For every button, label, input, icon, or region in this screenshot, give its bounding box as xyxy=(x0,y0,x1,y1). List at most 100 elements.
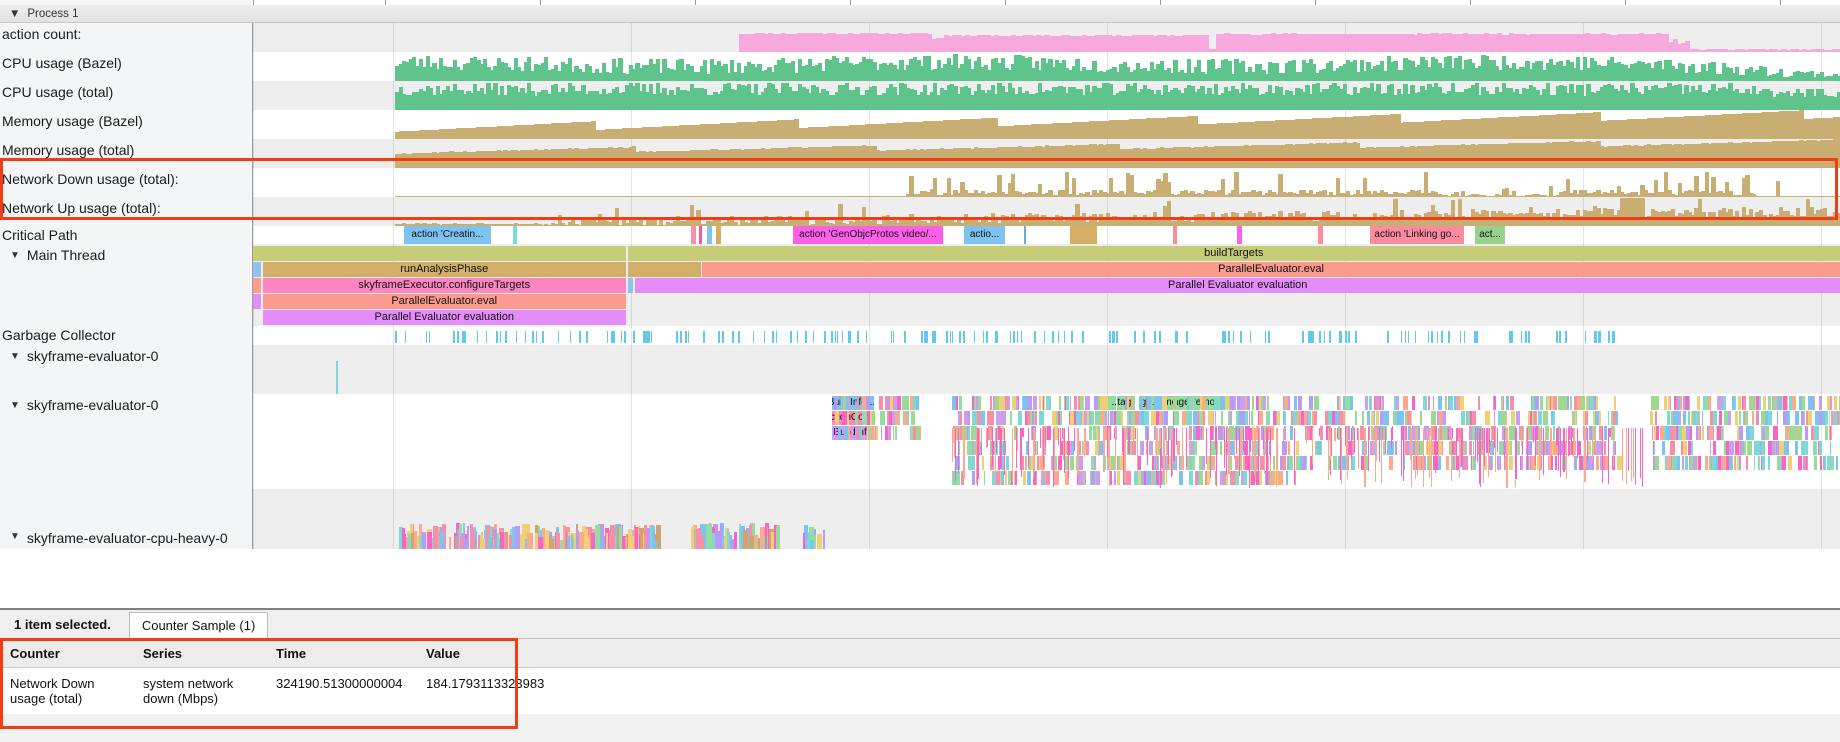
flame-slice[interactable] xyxy=(1612,428,1614,467)
flame-slice[interactable] xyxy=(1240,396,1243,410)
flame-slice[interactable] xyxy=(1068,428,1070,478)
flame-slice[interactable] xyxy=(1825,411,1828,425)
gc-tick[interactable] xyxy=(1143,330,1145,343)
flame-slice[interactable] xyxy=(1367,428,1369,472)
flame-slice[interactable] xyxy=(1284,426,1286,440)
flame-slice[interactable] xyxy=(1096,426,1098,440)
flame-slice[interactable] xyxy=(1515,441,1519,455)
gc-tick[interactable] xyxy=(476,330,479,343)
flame-slice[interactable] xyxy=(1234,426,1237,440)
flame-slice[interactable] xyxy=(1038,396,1041,410)
track-canvas-mem-bazel[interactable] xyxy=(253,110,1840,139)
flame-slice[interactable] xyxy=(1601,428,1603,454)
critical-path-slice[interactable] xyxy=(698,226,703,244)
flame-slice[interactable] xyxy=(1159,428,1161,448)
flame-slice[interactable] xyxy=(1460,396,1465,410)
flame-slice[interactable] xyxy=(1187,411,1193,425)
flame-slice[interactable] xyxy=(1649,411,1653,425)
gc-tick[interactable] xyxy=(921,330,923,343)
flame-slice[interactable] xyxy=(1135,428,1137,440)
flame-slice[interactable] xyxy=(1281,441,1286,455)
flame-slice[interactable] xyxy=(1261,426,1265,440)
flame-slice[interactable] xyxy=(1085,428,1087,451)
critical-path-slice[interactable] xyxy=(1070,226,1098,244)
flame-slice[interactable] xyxy=(971,411,977,425)
flame-slice[interactable] xyxy=(952,428,954,462)
flame-slice[interactable] xyxy=(1686,426,1690,440)
flame-slice[interactable] xyxy=(1824,426,1829,440)
flame-slice[interactable] xyxy=(1104,426,1106,440)
flame-slice[interactable] xyxy=(1830,411,1834,425)
flame-slice[interactable] xyxy=(1016,428,1018,439)
flame-slice[interactable] xyxy=(1491,428,1493,456)
flame-slice[interactable] xyxy=(1737,396,1741,410)
flame-slice[interactable] xyxy=(1126,426,1130,440)
flame-slice[interactable] xyxy=(1382,428,1384,439)
flame-slice[interactable] xyxy=(1743,411,1747,425)
flame-slice[interactable] xyxy=(1107,411,1110,425)
gc-tick[interactable] xyxy=(428,330,431,343)
flame-slice[interactable] xyxy=(1187,456,1191,470)
flame-slice[interactable] xyxy=(1350,428,1352,460)
gc-tick[interactable] xyxy=(824,330,826,343)
flame-slice[interactable] xyxy=(1297,396,1302,410)
flame-slice[interactable] xyxy=(1282,428,1284,441)
flame-slice[interactable] xyxy=(1146,396,1149,410)
flame-slice[interactable] xyxy=(1764,426,1768,440)
flame-slice[interactable] xyxy=(1481,428,1483,450)
flame-slice[interactable] xyxy=(1683,411,1686,425)
flame-slice[interactable] xyxy=(1174,411,1179,425)
flame-slice[interactable] xyxy=(1327,428,1329,480)
gc-tick[interactable] xyxy=(1387,330,1389,343)
flame-slice[interactable] xyxy=(1039,411,1044,425)
flame-slice[interactable] xyxy=(1163,428,1165,471)
flame-slice[interactable] xyxy=(1352,428,1354,451)
critical-path-slice[interactable]: act... xyxy=(1474,226,1506,244)
flame-slice[interactable] xyxy=(1213,396,1219,410)
flame-slice[interactable] xyxy=(1106,396,1112,410)
flame-slice[interactable] xyxy=(1581,456,1586,470)
flame-slice[interactable] xyxy=(1698,456,1701,470)
flame-slice[interactable] xyxy=(1160,428,1162,468)
flame-slice[interactable] xyxy=(1345,428,1347,470)
flame-slice[interactable] xyxy=(1461,456,1466,470)
flame-slice[interactable] xyxy=(1101,411,1104,425)
flame-slice[interactable] xyxy=(1819,456,1822,470)
flame-slice[interactable] xyxy=(1173,428,1175,461)
flame-slice[interactable] xyxy=(1788,456,1793,470)
gc-tick[interactable] xyxy=(1348,330,1350,343)
flame-slice[interactable] xyxy=(1738,411,1741,425)
flame-slice[interactable] xyxy=(1486,428,1488,454)
flame-slice[interactable] xyxy=(1475,428,1477,460)
flame-slice[interactable] xyxy=(1256,471,1260,485)
flame-slice[interactable] xyxy=(1288,456,1293,470)
flame-slice[interactable] xyxy=(1783,441,1789,455)
flame-slice[interactable] xyxy=(1651,396,1656,410)
flame-slice[interactable] xyxy=(1554,456,1558,470)
gc-tick[interactable] xyxy=(951,330,954,343)
flame-slice[interactable] xyxy=(1210,428,1212,479)
flame-slice[interactable] xyxy=(1021,456,1024,470)
track-canvas-skyframe-0b[interactable]: BuildInfo ...stag...stag...stage.remot..… xyxy=(253,394,1840,489)
flame-slice[interactable] xyxy=(1095,441,1099,455)
track-canvas-skyframe-0a[interactable] xyxy=(253,345,1840,394)
flame-slice[interactable] xyxy=(905,396,909,410)
flame-slice[interactable] xyxy=(980,441,982,455)
flame-slice[interactable] xyxy=(1655,411,1658,425)
flame-slice[interactable] xyxy=(1017,428,1019,452)
flame-slice[interactable] xyxy=(1793,426,1796,440)
flame-slice[interactable] xyxy=(903,411,908,425)
flame-slice[interactable] xyxy=(1258,396,1261,410)
flame-slice[interactable] xyxy=(1410,411,1413,425)
gc-tick[interactable] xyxy=(959,330,961,343)
gc-tick[interactable] xyxy=(1598,330,1600,343)
flame-slice[interactable] xyxy=(1031,411,1034,425)
flame-slice[interactable] xyxy=(1416,426,1421,440)
flame-slice[interactable] xyxy=(1749,396,1754,410)
gc-tick[interactable] xyxy=(1520,330,1523,343)
flame-slice[interactable] xyxy=(1553,396,1558,410)
flame-slice[interactable] xyxy=(1034,441,1036,455)
flame-slice[interactable] xyxy=(1456,428,1458,470)
flame-slice[interactable] xyxy=(1078,471,1083,485)
flame-slice[interactable] xyxy=(953,428,955,458)
